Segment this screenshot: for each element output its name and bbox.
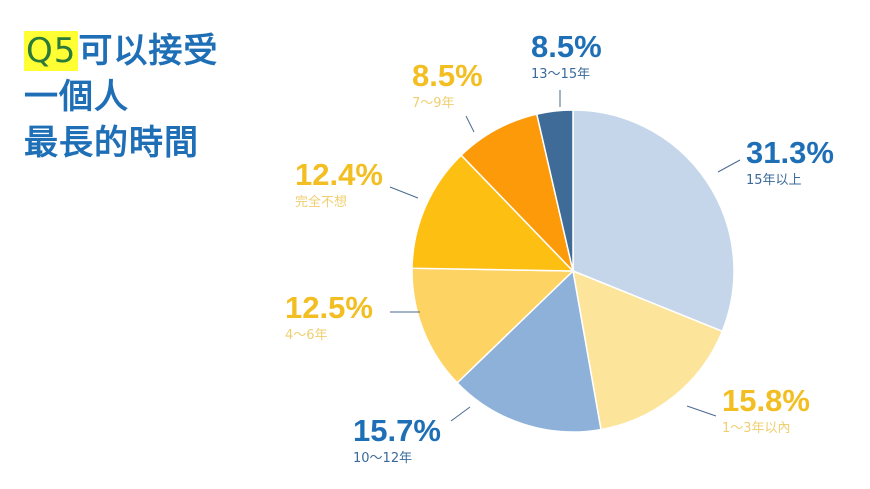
leader-line-10-12: [450, 406, 471, 422]
leader-line-1-3: [686, 405, 717, 417]
leader-line-none: [389, 186, 419, 199]
data-label-1-3: 15.8% 1～3年以內: [722, 384, 810, 438]
category-name: 13～15年: [531, 67, 591, 82]
pie-slices: [411, 109, 735, 433]
pie-slice: [460, 113, 575, 274]
percent-value: 15.7%: [353, 413, 441, 448]
percent-value: 8.5%: [531, 29, 602, 64]
category-name: 15年以上: [746, 173, 802, 188]
percent-value: 12.4%: [295, 157, 383, 192]
title-line-3: 最長的時間: [24, 123, 199, 163]
percent-value: 31.3%: [746, 135, 834, 170]
leader-lines: [389, 90, 741, 422]
title-line-2: 一個人: [24, 77, 129, 117]
percent-value: 15.8%: [722, 383, 810, 418]
category-name: 10～12年: [353, 451, 413, 466]
pie-slice: [411, 267, 575, 384]
percent-value: 12.5%: [285, 290, 373, 325]
pie-slice: [535, 109, 574, 272]
chart-title: Q5可以接受 一個人 最長的時間: [24, 28, 218, 166]
pie-slice: [456, 269, 602, 433]
data-label-none: 12.4% 完全不想: [295, 158, 383, 212]
data-label-13-15: 8.5% 13～15年: [531, 30, 602, 84]
data-label-10-12: 15.7% 10～12年: [353, 414, 441, 468]
category-name: 1～3年以內: [722, 421, 791, 436]
pie-slice: [572, 269, 724, 431]
category-name: 7～9年: [412, 96, 455, 111]
data-label-4-6: 12.5% 4～6年: [285, 291, 373, 345]
question-badge: Q5: [24, 31, 79, 71]
data-label-15plus: 31.3% 15年以上: [746, 136, 834, 190]
category-name: 4～6年: [285, 328, 328, 343]
data-label-7-9: 8.5% 7～9年: [412, 59, 483, 113]
leader-line-7-9: [465, 115, 475, 133]
pie-slice: [411, 154, 575, 272]
pie-slice: [572, 109, 735, 333]
title-line-1: 可以接受: [78, 31, 219, 71]
category-name: 完全不想: [295, 195, 348, 210]
leader-line-15plus: [717, 159, 741, 173]
percent-value: 8.5%: [412, 58, 483, 93]
